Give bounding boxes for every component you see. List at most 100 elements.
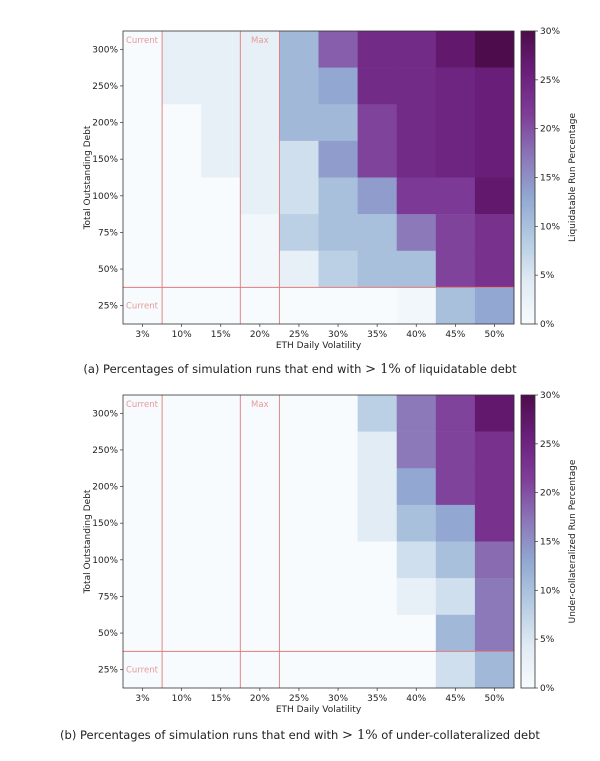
heatmap-cell [357,140,397,178]
x-tick-label: 10% [172,694,192,704]
y-axis-label: Total Outstanding Debt [83,489,93,594]
heatmap-cell [357,395,397,432]
heatmap-cell [435,395,476,432]
heatmap-cell [240,578,280,616]
heatmap-cell [162,431,202,469]
heatmap-cell [201,214,241,252]
heatmap-cell [123,541,163,579]
caption-a-before: (a) Percentages of simulation runs that … [83,362,366,376]
heatmap-cell [396,287,437,325]
heatmap-cell [201,431,241,469]
x-tick-label: 50% [484,330,504,340]
heatmap-cell [123,578,163,616]
heatmap-cell [240,468,280,506]
heatmap-cell [240,31,280,68]
heatmap-cell [318,468,358,506]
annotation-current-x: Current [126,36,159,46]
x-tick-label: 15% [211,330,231,340]
x-tick-label: 10% [172,330,192,340]
x-tick-label: 35% [367,694,387,704]
heatmap-cell [357,104,397,142]
annotation-max-x: Max [251,400,269,410]
colorbar-tick-label: 15% [540,538,560,548]
heatmap-cell [435,214,476,252]
colorbar-tick-label: 0% [540,320,555,330]
heatmap-cell [279,578,319,616]
heatmap-cell [240,140,280,178]
y-tick-label: 150% [92,519,118,529]
heatmap-cell [474,31,515,68]
heatmap-cell [396,250,437,288]
heatmap-cell [435,504,476,542]
heatmap-cell [162,177,202,215]
y-tick-label: 100% [92,556,118,566]
y-tick-label: 200% [92,119,118,129]
heatmap-cell [396,468,437,506]
heatmap-cell [240,614,280,652]
figure-b: Current Max Current 3% 10% 15% 20% 25% 30% 35% 40%… [0,385,600,761]
heatmap-cell [279,250,319,288]
heatmap-cell [318,104,358,142]
heatmap-cell [162,504,202,542]
heatmap-cell [279,214,319,252]
heatmap-cell [201,250,241,288]
heatmap-cell [435,651,476,689]
heatmap-cell [318,541,358,579]
heatmap-cell [240,177,280,215]
colorbar-tick-label: 30% [540,391,560,401]
heatmap-cell [357,431,397,469]
heatmap-cell [474,468,515,506]
x-tick-label: 20% [250,694,270,704]
heatmap-cell [474,431,515,469]
heatmap-cell [474,250,515,288]
y-tick-label: 300% [92,409,118,419]
y-tick-label: 100% [92,192,118,202]
heatmap-cell [318,578,358,616]
x-tick-label: 25% [289,330,309,340]
heatmap-cell [201,468,241,506]
heatmap-cell [318,31,358,68]
heatmap-cell [279,541,319,579]
heatmap-cell [162,287,202,325]
heatmap-cell [318,140,358,178]
y-tick-label: 75% [98,228,118,238]
heatmap-cell [279,468,319,506]
heatmap-cell [162,250,202,288]
heatmap-cell [240,504,280,542]
heatmap-cell [201,140,241,178]
heatmap-cell [396,431,437,469]
heatmap-cell [123,287,163,325]
x-tick-label: 20% [250,330,270,340]
heatmap-cell [357,541,397,579]
heatmap-cell [396,578,437,616]
heatmap-cell [318,67,358,105]
heatmap-cell [279,395,319,432]
heatmap-cell [474,395,515,432]
heatmap-a: Current Max Current 3% 10% 15% 20% 25% 30% 35% 40%… [83,27,578,351]
x-tick-label: 50% [484,694,504,704]
caption-b-math: > 1% [342,728,378,743]
heatmap-cell [279,104,319,142]
heatmap-cell [201,67,241,105]
heatmap-cell [123,614,163,652]
heatmap-cell [123,651,163,689]
heatmap-cell [318,287,358,325]
colorbar-tick-label: 10% [540,586,560,596]
x-tick-label: 30% [328,694,348,704]
heatmap-cell [435,431,476,469]
heatmap-cell [435,578,476,616]
heatmap-cell [240,287,280,325]
heatmap-cell [240,431,280,469]
heatmap-cell [201,395,241,432]
heatmap-cell [162,140,202,178]
heatmap-cell [240,395,280,432]
heatmap-cell [357,578,397,616]
colorbar-label: Liquidatable Run Percentage [568,113,578,243]
heatmap-cell [474,651,515,689]
heatmap-cell [318,177,358,215]
heatmap-cell [435,177,476,215]
colorbar-tick-label: 0% [540,684,555,694]
heatmap-cell [357,250,397,288]
y-tick-label: 300% [92,45,118,55]
annotation-current-x: Current [126,400,159,410]
